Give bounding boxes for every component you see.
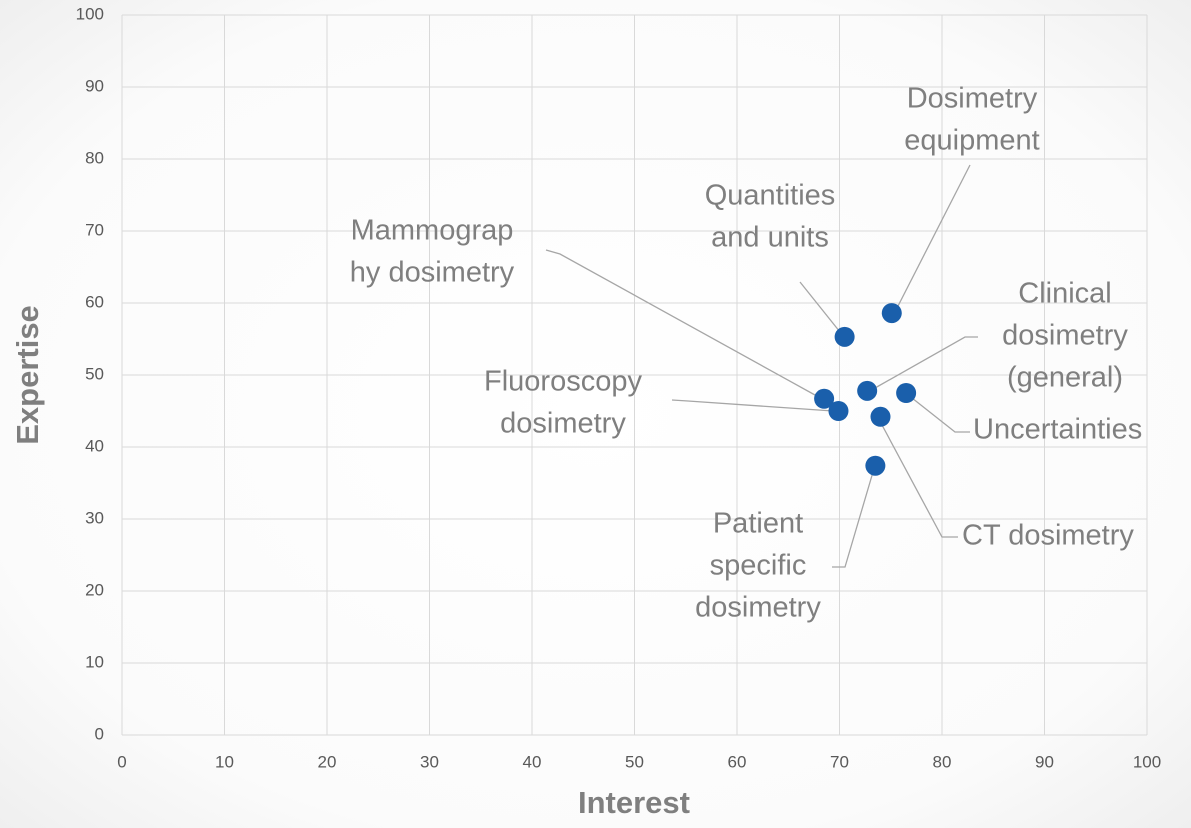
x-axis-title: Interest: [578, 785, 690, 820]
point: [881, 303, 902, 324]
data-label: hy dosimetry: [350, 257, 515, 289]
point: [834, 326, 855, 347]
data-label: dosimetry: [1002, 320, 1128, 352]
y-tick-label: 30: [85, 508, 104, 527]
y-tick-label: 60: [85, 292, 104, 311]
y-tick-label: 20: [85, 580, 104, 599]
data-label: (general): [1007, 362, 1123, 394]
data-label: and units: [711, 222, 829, 254]
leader-line: [799, 281, 841, 333]
y-tick-label: 40: [85, 436, 104, 455]
data-label: dosimetry: [695, 592, 821, 624]
y-axis-title: Expertise: [10, 305, 45, 445]
leader-line: [911, 397, 970, 433]
x-tick-label: 30: [420, 752, 439, 771]
data-label: CT dosimetry: [962, 520, 1134, 552]
x-tick-label: 20: [318, 752, 337, 771]
point: [814, 388, 835, 409]
x-tick-label: 40: [523, 752, 542, 771]
leader-line: [881, 424, 958, 538]
point: [865, 455, 886, 476]
data-label: equipment: [904, 125, 1039, 157]
point: [896, 383, 917, 403]
x-tick-label: 100: [1133, 752, 1161, 771]
leader-line: [896, 164, 971, 309]
x-tick-label: 60: [728, 752, 747, 771]
data-label: Dosimetry: [907, 83, 1038, 115]
point: [857, 380, 878, 401]
x-tick-label: 90: [1035, 752, 1054, 771]
y-tick-label: 80: [85, 148, 104, 167]
leader-line: [545, 249, 825, 401]
data-label: Clinical: [1018, 278, 1111, 310]
y-tick-label: 100: [76, 4, 104, 23]
x-tick-label: 0: [117, 752, 126, 771]
y-tick-label: 0: [95, 724, 104, 743]
leader-line: [874, 336, 978, 389]
data-label: Uncertainties: [973, 414, 1142, 446]
y-tick-label: 90: [85, 76, 104, 95]
y-tick-label: 10: [85, 652, 104, 671]
point: [828, 401, 849, 421]
y-tick-label: 50: [85, 364, 104, 383]
point: [870, 406, 891, 427]
data-label: dosimetry: [500, 408, 626, 440]
data-label: Quantities: [705, 180, 836, 212]
leader-line: [671, 399, 834, 412]
y-tick-label: 70: [85, 220, 104, 239]
x-tick-label: 10: [215, 752, 234, 771]
x-tick-label: 80: [933, 752, 952, 771]
x-tick-label: 70: [830, 752, 849, 771]
x-tick-label: 50: [625, 752, 644, 771]
data-label: Fluoroscopy: [484, 366, 642, 398]
data-label: Mammograp: [351, 215, 514, 247]
data-label: specific: [710, 550, 807, 582]
data-label: Patient: [713, 508, 803, 540]
leader-line: [832, 471, 874, 568]
